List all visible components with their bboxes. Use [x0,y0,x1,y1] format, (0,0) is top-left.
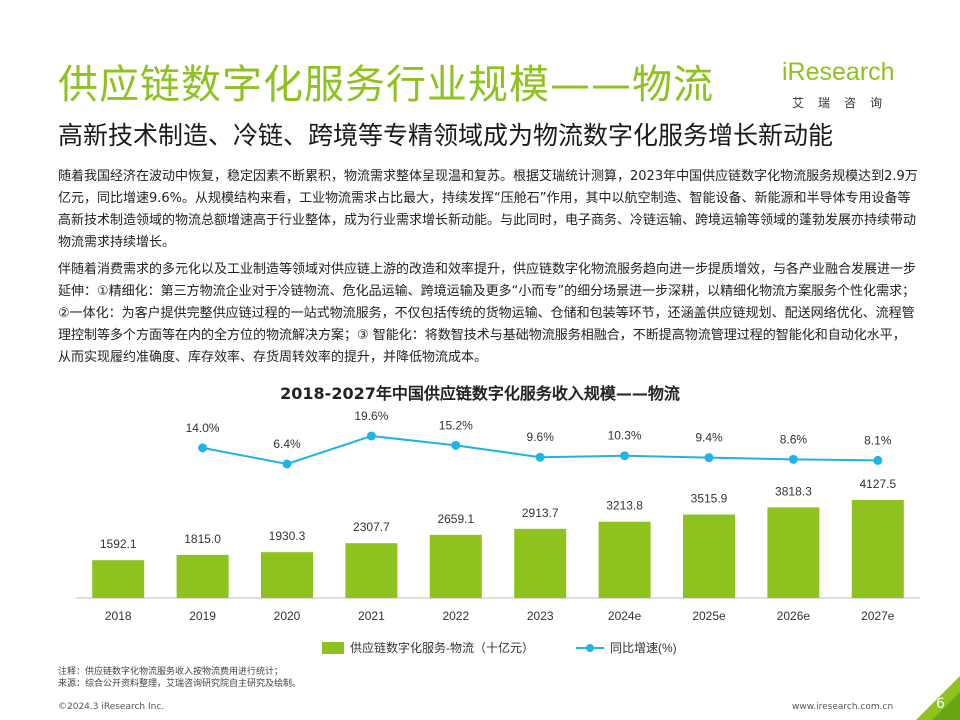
logo-wordmark: iResearch [782,58,895,86]
growth-point-2026e [788,454,798,464]
source-line: 来源：综合公开资料整理，艾瑞咨询研究院自主研究及绘制。 [58,679,302,689]
growth-value-label: 9.6% [527,430,555,444]
bar-value-label: 4127.5 [859,477,896,491]
legend-bar-swatch [322,642,344,654]
legend-bar-label: 供应链数字化服务-物流（十亿元） [350,640,534,655]
bar-value-label: 1592.1 [100,537,137,551]
bar-value-label: 3818.3 [775,484,812,498]
chart-notes: 注释：供应链数字化物流服务收入按物流费用进行统计； 来源：综合公开资料整理，艾瑞… [58,666,301,690]
page-corner-decoration [916,676,960,720]
growth-value-label: 9.4% [695,431,723,445]
bar-2022 [429,534,482,598]
x-tick-label: 2026e [777,609,811,623]
page-title: 供应链数字化服务行业规模——物流 [58,62,714,108]
x-tick-label: 2025e [692,609,726,623]
x-tick-label: 2019 [189,609,216,623]
corner-accent-icon [932,692,960,720]
x-tick-label: 2021 [358,609,385,623]
growth-point-2021 [366,431,376,441]
growth-value-label: 19.6% [354,409,388,423]
bar-2020 [261,552,313,598]
bar-2021 [345,543,398,598]
bar-value-label: 1815.0 [184,532,221,546]
iresearch-logo: iResearch 艾瑞咨询 [778,52,908,114]
bar-value-label: 2913.7 [522,506,559,520]
growth-point-2019 [198,443,208,453]
note-line: 注释：供应链数字化物流服务收入按物流费用进行统计； [58,667,284,677]
bar-2023 [514,528,567,598]
bar-value-label: 3515.9 [691,492,728,506]
x-tick-label: 2022 [442,609,469,623]
legend-line-label: 同比增速(%) [610,641,677,655]
bar-2025e [683,514,735,598]
bar-2027e [851,500,904,598]
trend-paragraph: 伴随着消费需求的多元化以及工业制造等领域对供应链上游的改造和效率提升，供应链数字… [58,262,917,365]
growth-point-2020 [282,459,292,469]
growth-point-2027e [873,455,883,465]
bar-2019 [176,554,229,598]
revenue-growth-chart: 1592.1 2018 1815.0 2019 1930.3 2020 2307.7 2021… [76,409,920,655]
bar-value-label: 1930.3 [269,529,306,543]
page-subtitle: 高新技术制造、冷链、跨境等专精领域成为物流数字化服务增长新动能 [58,121,834,150]
copyright: ©2024.3 iResearch Inc. [58,702,165,712]
intro-paragraph: 随着我国经济在波动中恢复，稳定因素不断累积，物流需求整体呈现温和复苏。根据艾瑞统… [58,169,918,250]
bar-2018 [92,560,145,598]
growth-point-2024e [620,451,630,461]
chart-title: 2018-2027年中国供应链数字化服务收入规模——物流 [280,384,680,403]
growth-point-2025e [704,453,714,463]
growth-value-label: 8.6% [780,432,808,446]
x-tick-label: 2023 [527,609,554,623]
legend-line-marker [586,644,594,652]
page-number: 6 [936,696,945,712]
growth-point-2023 [535,452,545,462]
growth-value-label: 10.3% [608,429,642,443]
x-tick-label: 2027e [861,609,895,623]
growth-value-label: 6.4% [273,437,301,451]
bar-2024e [598,521,651,598]
x-tick-label: 2020 [274,609,301,623]
bar-value-label: 2659.1 [437,512,474,526]
bar-value-label: 2307.7 [353,520,390,534]
growth-value-label: 14.0% [186,421,220,435]
growth-point-2022 [451,440,461,450]
logo-chinese-name: 艾瑞咨询 [792,96,897,110]
growth-value-label: 15.2% [439,418,473,432]
x-tick-label: 2024e [608,609,642,623]
x-tick-label: 2018 [105,609,132,623]
bar-value-label: 3213.8 [606,499,643,513]
website-link[interactable]: www.iresearch.com.cn [792,702,894,712]
growth-value-label: 8.1% [864,433,892,447]
bar-2026e [767,507,820,598]
